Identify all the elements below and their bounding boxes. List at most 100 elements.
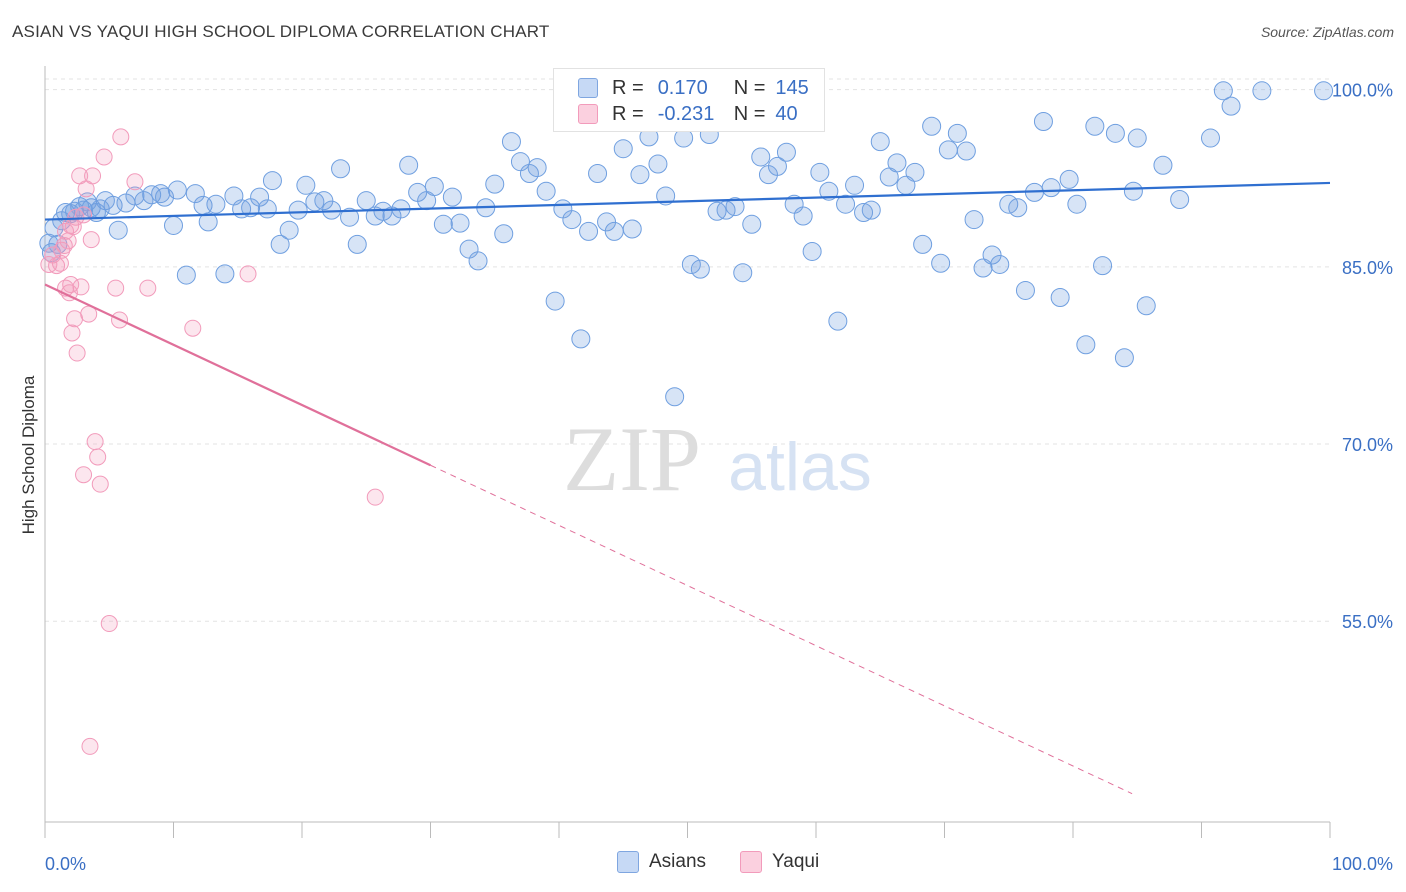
data-point-asians bbox=[973, 258, 993, 278]
data-point-asians bbox=[433, 214, 453, 234]
data-point-yaqui bbox=[75, 466, 93, 484]
data-point-asians bbox=[947, 123, 967, 143]
data-point-asians bbox=[854, 202, 874, 222]
data-point-yaqui bbox=[107, 279, 125, 297]
data-point-asians bbox=[845, 175, 865, 195]
trend-line-yaqui bbox=[44, 283, 431, 467]
data-point-asians bbox=[793, 206, 813, 226]
data-point-asians bbox=[588, 163, 608, 183]
data-point-asians bbox=[1170, 189, 1190, 209]
data-point-asians bbox=[1067, 194, 1087, 214]
data-point-yaqui bbox=[63, 324, 81, 342]
data-point-asians bbox=[887, 153, 907, 173]
data-point-yaqui bbox=[84, 167, 102, 185]
data-point-asians bbox=[347, 234, 367, 254]
data-point-asians bbox=[742, 214, 762, 234]
data-point-asians bbox=[836, 194, 856, 214]
bottom-legend-asians: Asians bbox=[617, 851, 706, 873]
watermark: ZIP atlas bbox=[563, 408, 872, 510]
data-point-asians bbox=[1059, 169, 1079, 189]
data-point-asians bbox=[1050, 288, 1070, 308]
data-point-asians bbox=[1221, 96, 1241, 116]
data-point-yaqui bbox=[112, 128, 130, 146]
trend-line-asians bbox=[44, 181, 1331, 221]
data-point-asians bbox=[250, 187, 270, 207]
bottom-legend-label-asians: Asians bbox=[649, 851, 707, 872]
data-point-asians bbox=[536, 181, 556, 201]
data-point-asians bbox=[964, 210, 984, 230]
legend-row-asians: R = 0.170 N = 145 bbox=[578, 77, 809, 99]
legend-n-value: 145 bbox=[775, 76, 809, 99]
data-point-asians bbox=[1105, 123, 1125, 143]
data-point-asians bbox=[1127, 128, 1147, 148]
y-tick-label: 55.0% bbox=[1342, 612, 1393, 632]
data-point-asians bbox=[296, 175, 316, 195]
source-label: Source: ZipAtlas.com bbox=[1260, 24, 1394, 40]
data-point-asians bbox=[527, 158, 547, 178]
data-point-yaqui bbox=[68, 344, 86, 362]
data-point-asians bbox=[690, 259, 710, 279]
legend-swatch-yaqui bbox=[578, 104, 598, 124]
data-point-yaqui bbox=[100, 615, 118, 633]
data-point-asians bbox=[990, 254, 1010, 274]
x-tick-label: 0.0% bbox=[45, 854, 86, 874]
data-point-yaqui bbox=[89, 448, 107, 466]
data-point-asians bbox=[167, 180, 187, 200]
data-point-asians bbox=[206, 194, 226, 214]
data-point-asians bbox=[562, 210, 582, 230]
data-point-asians bbox=[134, 191, 154, 211]
data-point-asians bbox=[108, 220, 128, 240]
data-point-yaqui bbox=[239, 265, 257, 283]
data-point-asians bbox=[604, 221, 624, 241]
data-point-asians bbox=[1123, 181, 1143, 201]
legend-swatch-asians bbox=[578, 78, 598, 98]
data-point-asians bbox=[125, 186, 145, 206]
watermark-atlas: atlas bbox=[728, 429, 872, 505]
bottom-swatch-asians bbox=[617, 851, 639, 873]
x-tick-label: 100.0% bbox=[1332, 854, 1393, 874]
data-point-asians bbox=[1093, 256, 1113, 276]
data-point-yaqui bbox=[81, 737, 99, 755]
tick-labels: 55.0% 70.0% 85.0% 100.0% 0.0% 100.0% bbox=[45, 81, 1393, 874]
data-point-asians bbox=[1252, 81, 1272, 101]
trend-line-yaqui-extension bbox=[430, 464, 1133, 795]
data-point-asians bbox=[922, 116, 942, 136]
data-point-asians bbox=[1200, 128, 1220, 148]
legend-row-yaqui: R = -0.231 N = 40 bbox=[578, 103, 798, 125]
chart-title: ASIAN VS YAQUI HIGH SCHOOL DIPLOMA CORRE… bbox=[12, 22, 550, 41]
data-point-asians bbox=[198, 212, 218, 232]
data-point-asians bbox=[322, 200, 342, 220]
bottom-legend-label-yaqui: Yaqui bbox=[772, 851, 820, 872]
legend-r-value: -0.231 bbox=[657, 102, 715, 125]
data-point-asians bbox=[399, 155, 419, 175]
trend-lines bbox=[44, 181, 1331, 795]
data-point-asians bbox=[501, 132, 521, 152]
data-point-yaqui bbox=[366, 488, 384, 506]
data-point-asians bbox=[982, 245, 1002, 265]
legend-r-label: R = bbox=[612, 102, 644, 125]
data-point-yaqui bbox=[82, 231, 100, 249]
data-point-asians bbox=[938, 140, 958, 160]
data-point-asians bbox=[545, 291, 565, 311]
data-point-asians bbox=[1015, 280, 1035, 300]
data-point-asians bbox=[681, 254, 701, 274]
data-point-asians bbox=[1033, 112, 1053, 132]
legend-n-value: 40 bbox=[775, 102, 798, 125]
data-point-asians bbox=[442, 187, 462, 207]
y-axis-label: High School Diploma bbox=[19, 375, 38, 535]
data-point-yaqui bbox=[72, 278, 90, 296]
data-point-yaqui bbox=[51, 254, 69, 272]
y-tick-label: 85.0% bbox=[1342, 258, 1393, 278]
gridlines bbox=[45, 78, 1330, 622]
data-point-asians bbox=[485, 174, 505, 194]
data-point-asians bbox=[905, 162, 925, 182]
data-point-asians bbox=[819, 181, 839, 201]
series-yaqui bbox=[40, 128, 384, 755]
data-point-asians bbox=[151, 184, 171, 204]
data-point-asians bbox=[931, 253, 951, 273]
data-point-asians bbox=[1213, 81, 1233, 101]
data-point-asians bbox=[665, 387, 685, 407]
data-point-asians bbox=[1008, 198, 1028, 218]
data-point-yaqui bbox=[139, 279, 157, 297]
